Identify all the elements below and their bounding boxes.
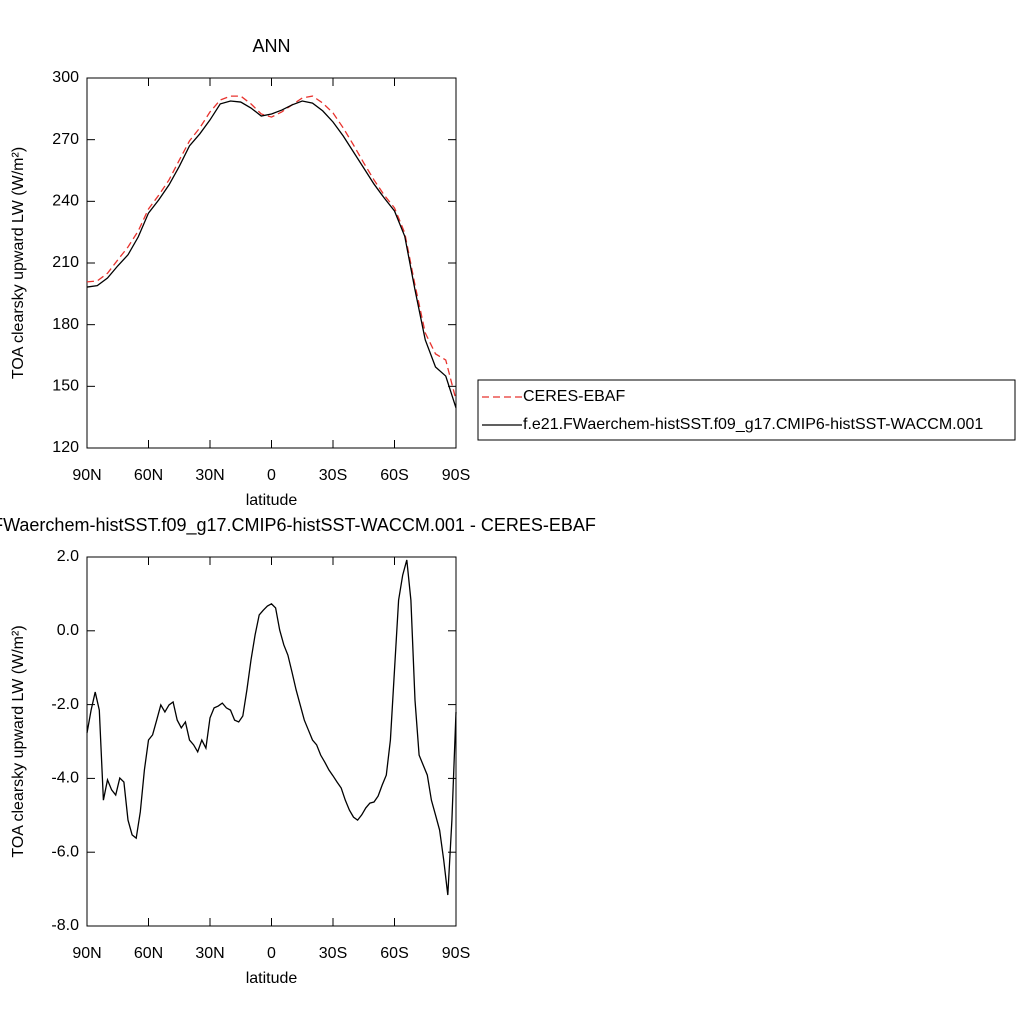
x-tick-label: 30N <box>195 945 224 962</box>
x-tick-label: 60S <box>380 467 408 484</box>
y-tick-label: 210 <box>52 254 79 271</box>
x-tick-label: 90N <box>72 945 101 962</box>
y-axis-label: TOA clearsky upward LW (W/m²) <box>10 625 27 857</box>
x-tick-label: 0 <box>267 467 276 484</box>
chart-title: f.e21.FWaerchem-histSST.f09_g17.CMIP6-hi… <box>0 515 596 536</box>
y-tick-label: 300 <box>52 69 79 86</box>
chart-title: ANN <box>252 36 290 56</box>
x-axis-label: latitude <box>246 492 298 509</box>
data-line <box>86 95 457 401</box>
legend: CERES-EBAF f.e21.FWaerchem-histSST.f09_g1… <box>477 379 1016 441</box>
y-tick-label: 2.0 <box>57 548 79 565</box>
x-tick-label: 60S <box>380 945 408 962</box>
y-tick-label: 150 <box>52 378 79 395</box>
legend-box <box>477 379 1016 441</box>
y-tick-label: -4.0 <box>51 770 79 787</box>
x-tick-label: 60N <box>134 467 163 484</box>
x-tick-label: 90S <box>442 467 470 484</box>
x-tick-label: 0 <box>267 945 276 962</box>
x-tick-label: 30S <box>319 945 347 962</box>
legend-label: f.e21.FWaerchem-histSST.f09_g17.CMIP6-hi… <box>523 416 983 433</box>
x-tick-label: 90S <box>442 945 470 962</box>
x-axis-label: latitude <box>246 970 298 987</box>
data-line <box>86 100 457 409</box>
plot-frame <box>86 556 457 927</box>
y-tick-label: 0.0 <box>57 622 79 639</box>
x-tick-label: 60N <box>134 945 163 962</box>
x-tick-label: 30S <box>319 467 347 484</box>
x-tick-label: 30N <box>195 467 224 484</box>
y-tick-label: 120 <box>52 439 79 456</box>
x-tick-label: 90N <box>72 467 101 484</box>
plot-frame <box>86 77 457 449</box>
y-tick-label: 270 <box>52 131 79 148</box>
y-tick-label: -8.0 <box>51 917 79 934</box>
y-tick-label: -2.0 <box>51 696 79 713</box>
y-tick-label: 180 <box>52 316 79 333</box>
y-tick-label: 240 <box>52 193 79 210</box>
y-axis-label: TOA clearsky upward LW (W/m²) <box>10 147 27 379</box>
legend-label: CERES-EBAF <box>523 388 625 405</box>
data-line <box>86 559 457 896</box>
y-tick-label: -6.0 <box>51 843 79 860</box>
